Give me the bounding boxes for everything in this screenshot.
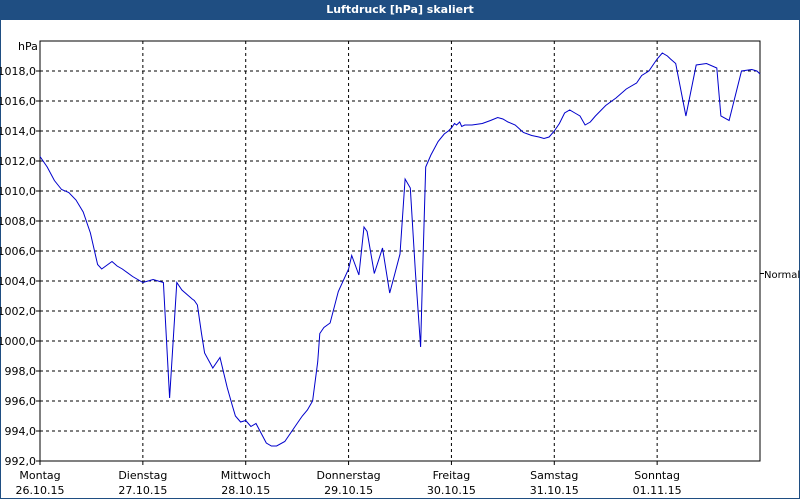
- x-tick-day-label: Freitag: [433, 469, 471, 482]
- x-tick-date-label: 01.11.15: [633, 484, 682, 497]
- x-tick-day-label: Montag: [19, 469, 60, 482]
- x-axis-ticks: Montag 26.10.15 Dienstag 27.10.15 Mittwoch 28…: [16, 461, 682, 497]
- y-tick-label: 998,0: [5, 365, 37, 378]
- y-tick-label: 1004,0: [0, 275, 36, 288]
- y-tick-label: 1014,0: [0, 125, 36, 138]
- y-tick-label: 1000,0: [0, 335, 36, 348]
- x-tick-date-label: 29.10.15: [324, 484, 373, 497]
- x-tick-date-label: 30.10.15: [427, 484, 476, 497]
- y-tick-label: 1016,0: [0, 95, 36, 108]
- y-tick-label: 1010,0: [0, 185, 36, 198]
- y-tick-label: 1018,0: [0, 65, 36, 78]
- series-line: [39, 52, 761, 447]
- x-tick-date-label: 28.10.15: [221, 484, 270, 497]
- y-axis-ticks: 992,0 994,0 996,0 998,0 1000,0 1002,0 1004,0 10…: [0, 65, 40, 468]
- y-tick-label: 1008,0: [0, 215, 36, 228]
- y-tick-label: 994,0: [5, 425, 37, 438]
- y-tick-label: 992,0: [5, 455, 37, 468]
- grid-lines: [40, 41, 764, 462]
- x-tick-date-label: 27.10.15: [118, 484, 167, 497]
- y-tick-label: 1006,0: [0, 245, 36, 258]
- y-tick-label: 1012,0: [0, 155, 36, 168]
- y-tick-label: 996,0: [5, 395, 37, 408]
- reference-label: Normal: [764, 270, 800, 281]
- x-tick-date-label: 26.10.15: [16, 484, 65, 497]
- x-tick-day-label: Sonntag: [634, 469, 680, 482]
- x-tick-day-label: Mittwoch: [221, 469, 271, 482]
- x-tick-day-label: Samstag: [530, 469, 578, 482]
- x-tick-day-label: Dienstag: [118, 469, 167, 482]
- y-tick-label: 1002,0: [0, 305, 36, 318]
- x-tick-day-label: Donnerstag: [316, 469, 380, 482]
- y-axis-label: hPa: [18, 40, 38, 53]
- x-tick-date-label: 31.10.15: [530, 484, 579, 497]
- chart-title: Luftdruck [hPa] skaliert: [0, 0, 800, 20]
